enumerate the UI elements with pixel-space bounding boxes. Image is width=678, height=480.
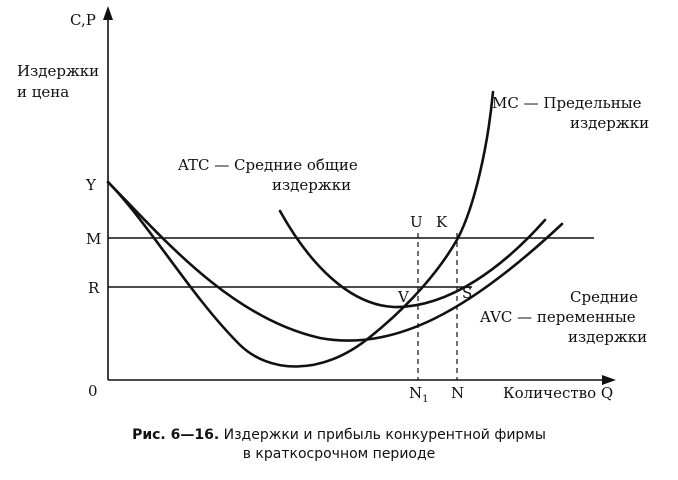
figure-caption: Рис. 6—16. Издержки и прибыль конкурентн…	[0, 426, 678, 464]
y-axis-title-line2: и цена	[17, 83, 69, 101]
avc-caption-line1: Средние	[570, 288, 638, 306]
y-axis-label: C,P	[70, 11, 96, 29]
mc-caption-line2: издержки	[570, 114, 649, 132]
mc-caption-line1: MC — Предельные	[492, 94, 642, 112]
atc-caption-line2: издержки	[272, 176, 351, 194]
point-label-v: V	[397, 288, 410, 306]
x-axis-arrow	[602, 375, 616, 385]
quantity-label-n: N	[451, 384, 464, 402]
point-label-s: S	[462, 284, 472, 302]
y-axis-arrow	[103, 6, 113, 20]
origin-label: 0	[88, 382, 98, 400]
caption-line-1: Рис. 6—16. Издержки и прибыль конкурентн…	[0, 426, 678, 445]
y-axis-title-line1: Издержки	[17, 62, 99, 80]
caption-text-1: Издержки и прибыль конкурентной фирмы	[223, 427, 546, 443]
mc-curve	[106, 90, 495, 368]
level-label-m: M	[86, 230, 101, 248]
caption-number: Рис. 6—16.	[132, 427, 220, 443]
level-label-y: Y	[85, 176, 97, 194]
point-label-u: U	[410, 213, 423, 231]
point-label-k: K	[436, 213, 448, 231]
avc-caption-line2: AVC — переменные	[479, 308, 636, 326]
caption-text-2: в краткосрочном периоде	[242, 446, 436, 462]
avc-caption-line3: издержки	[568, 328, 647, 346]
x-axis-label: Количество Q	[503, 384, 613, 402]
chart-svg: C,P Издержки и цена Количество Q 0 Y M R…	[17, 6, 649, 405]
atc-caption-line1: ATC — Средние общие	[177, 156, 358, 174]
atc-curve	[278, 209, 547, 309]
quantity-label-n1: N1	[409, 384, 429, 405]
avc-curve	[106, 180, 564, 342]
level-label-r: R	[88, 279, 100, 297]
